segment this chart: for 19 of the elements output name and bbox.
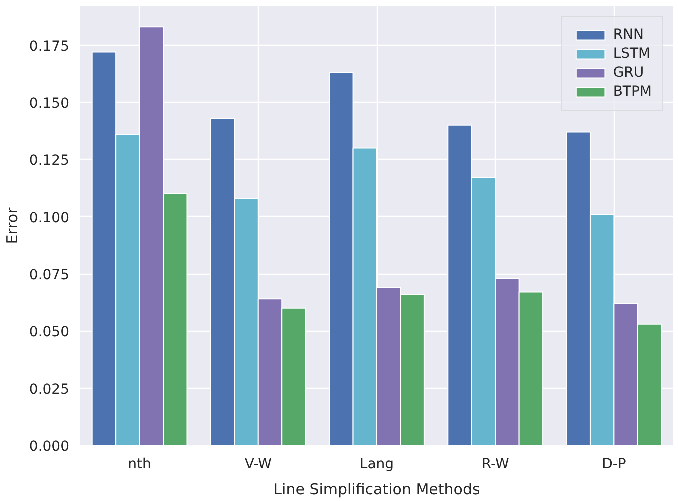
x-tick-label: Lang <box>360 456 394 472</box>
y-tick-label: 0.000 <box>29 439 70 455</box>
legend-label: LSTM <box>613 46 651 62</box>
x-axis-title: Line Simplification Methods <box>274 480 481 498</box>
y-tick-label: 0.075 <box>29 268 70 284</box>
y-tick-label: 0.125 <box>29 153 70 170</box>
x-tick-label: D-P <box>602 456 626 472</box>
x-tick-label: nth <box>128 456 152 472</box>
legend-label: GRU <box>613 65 644 81</box>
x-tick-label: V-W <box>244 456 272 472</box>
x-tick-label: R-W <box>482 456 510 472</box>
legend-label: BTPM <box>613 84 652 100</box>
y-tick-label: 0.050 <box>29 324 70 341</box>
y-axis-title: Error <box>3 206 22 244</box>
y-tick-label: 0.025 <box>29 382 70 398</box>
y-tick-label: 0.100 <box>29 210 70 226</box>
y-tick-label: 0.175 <box>29 38 70 55</box>
legend-label: RNN <box>613 27 644 43</box>
y-tick-label: 0.150 <box>29 96 70 112</box>
